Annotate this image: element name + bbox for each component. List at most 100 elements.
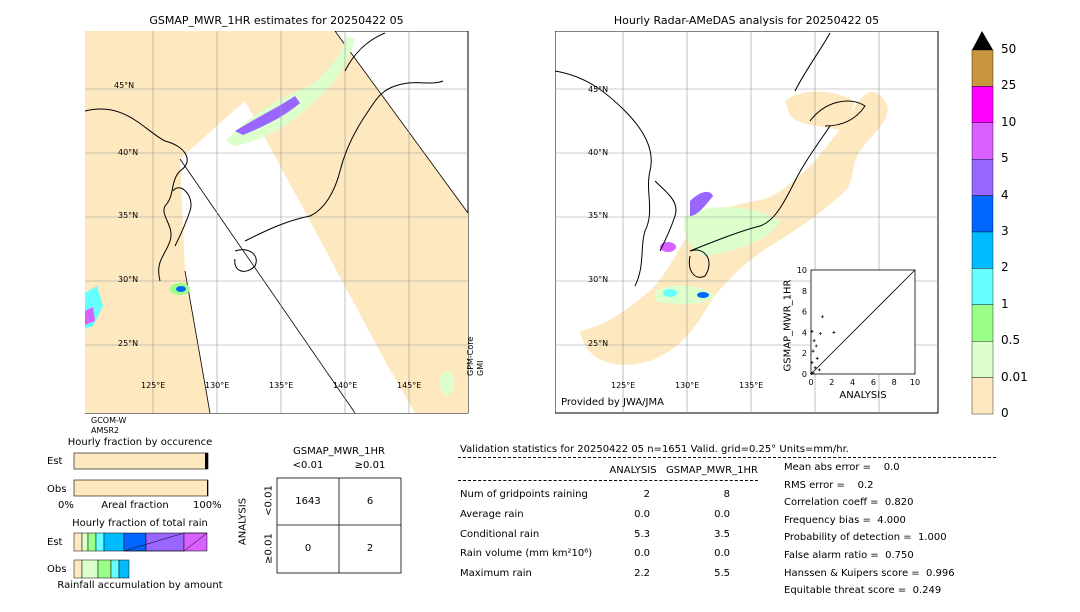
occ-est-bar [73, 452, 209, 470]
colorbar-segment [971, 195, 994, 233]
validation-header: Validation statistics for 20250422 05 n=… [460, 444, 849, 455]
validation-score: RMS error = 0.2 [784, 479, 874, 491]
validation-row-label: Conditional rain [460, 528, 540, 540]
right-lat-label: 35°N [588, 211, 609, 220]
coastline-kyushu [688, 249, 710, 278]
contingency-col-0: <0.01 [292, 460, 324, 471]
totalrain-title: Hourly fraction of total rain [72, 518, 208, 529]
left-map [85, 31, 469, 414]
scatter-diagonal [810, 269, 916, 375]
contingency-col-1: ≥0.01 [354, 460, 386, 471]
rain-blob [440, 371, 454, 395]
validation-col-divider [458, 480, 758, 481]
validation-row-gsmap: 0.0 [714, 508, 730, 520]
rain-blob [690, 191, 713, 216]
scatter-ytick: 6 [802, 308, 807, 317]
colorbar-segment [971, 122, 994, 160]
swath-gap [180, 101, 415, 413]
colorbar [971, 31, 994, 415]
right-lat-label: 25°N [588, 339, 609, 348]
occ-obs-label: Obs [47, 484, 67, 495]
validation-row-analysis: 2 [643, 489, 650, 500]
right-lat-label: 30°N [588, 275, 609, 284]
validation-row-label: Maximum rain [460, 568, 532, 580]
scatter-ytick: 10 [797, 266, 807, 275]
colorbar-segment [971, 377, 994, 415]
validation-score: Frequency bias = 4.000 [784, 514, 906, 526]
validation-score: Probability of detection = 1.000 [784, 532, 947, 544]
contingency-row-1: ≥0.01 [263, 533, 275, 564]
scatter-xtick: 10 [910, 378, 920, 387]
left-lon-label: 130°E [205, 381, 230, 390]
right-map-title: Hourly Radar-AMeDAS analysis for 2025042… [613, 14, 880, 27]
totalrain-bars [73, 532, 208, 579]
validation-divider [458, 457, 996, 458]
rain-blob [697, 292, 709, 298]
contingency-title: GSMAP_MWR_1HR [293, 446, 385, 457]
scatter-point [812, 339, 816, 343]
sat-bottom-label-2: AMSR2 [91, 426, 120, 435]
right-lat-label: 45°N [588, 85, 609, 94]
tr-obs-label: Obs [47, 564, 67, 575]
validation-row-gsmap: 5.5 [714, 568, 730, 580]
validation-row-gsmap: 0.0 [714, 548, 730, 560]
coastline-sakhalin [344, 32, 386, 72]
colorbar-label: 10 [1001, 114, 1017, 129]
rain-blob [663, 289, 677, 297]
colorbar-segment [971, 49, 994, 87]
coastline-japan [689, 125, 831, 252]
right-lon-label: 135°E [739, 381, 764, 390]
validation-row-gsmap: 8 [723, 489, 730, 500]
scatter-xtick: 6 [871, 378, 876, 387]
totalrain-xlabel: Rainfall accumulation by amount [57, 580, 223, 591]
scatter-point [817, 368, 821, 372]
colorbar-label: 3 [1001, 224, 1009, 238]
colorbar-label: 50 [1001, 42, 1017, 56]
validation-row-label: Average rain [460, 508, 524, 520]
sat-right-label: GPM-Core [466, 336, 475, 376]
scatter-xlabel: ANALYSIS [839, 390, 887, 401]
scatter-ytick: 8 [802, 287, 807, 296]
contingency-cell: 1643 [295, 496, 321, 507]
scatter-inset: 00 2 2 4 4 6 6 8 8 10 10 [797, 266, 920, 387]
rain-blob [176, 286, 186, 292]
contingency-grid [276, 477, 402, 574]
colorbar-segment [971, 86, 994, 124]
scatter-point [814, 344, 818, 348]
validation-row-label: Rain volume (mm km²10⁶) [460, 548, 593, 560]
left-map-title: GSMAP_MWR_1HR estimates for 20250422 05 [149, 14, 404, 27]
scatter-xtick: 2 [829, 378, 834, 387]
scatter-xtick: 0 [808, 378, 813, 387]
contingency-row-axis: ANALYSIS [237, 497, 249, 546]
left-lat-label: 45°N [114, 81, 135, 90]
colorbar-segment [971, 268, 994, 305]
scatter-point [813, 366, 817, 370]
colorbar-extend-arrow [972, 31, 993, 50]
rain-blob [235, 96, 300, 135]
occ-est-label: Est [47, 456, 63, 467]
colorbar-segment [971, 158, 994, 196]
scatter-ytick: 0 [802, 370, 807, 379]
validation-row-analysis: 0.0 [634, 508, 650, 520]
right-lon-label: 125°E [611, 381, 636, 390]
colorbar-label: 0.5 [1001, 333, 1021, 348]
scatter-point [820, 315, 824, 319]
validation-score: False alarm ratio = 0.750 [784, 550, 914, 561]
colorbar-segment [971, 304, 994, 342]
left-lat-label: 30°N [118, 275, 139, 284]
colorbar-label: 4 [1001, 187, 1009, 202]
contingency-cell: 0 [304, 543, 312, 554]
coastline-asia [85, 108, 188, 282]
coastline-hokkaido [809, 100, 866, 127]
validation-col-gsmap: GSMAP_MWR_1HR [666, 465, 758, 476]
validation-score: Correlation coeff = 0.820 [784, 497, 914, 509]
validation-row-analysis: 0.0 [634, 548, 650, 560]
occ-xlabel: Areal fraction [101, 500, 169, 511]
left-lon-label: 125°E [141, 381, 166, 390]
left-lon-label: 145°E [397, 381, 422, 390]
colorbar-segment [971, 341, 994, 378]
scatter-point [810, 361, 814, 365]
left-lat-label: 40°N [118, 148, 139, 157]
validation-row-analysis: 5.3 [634, 528, 650, 540]
scatter-point [815, 356, 819, 360]
